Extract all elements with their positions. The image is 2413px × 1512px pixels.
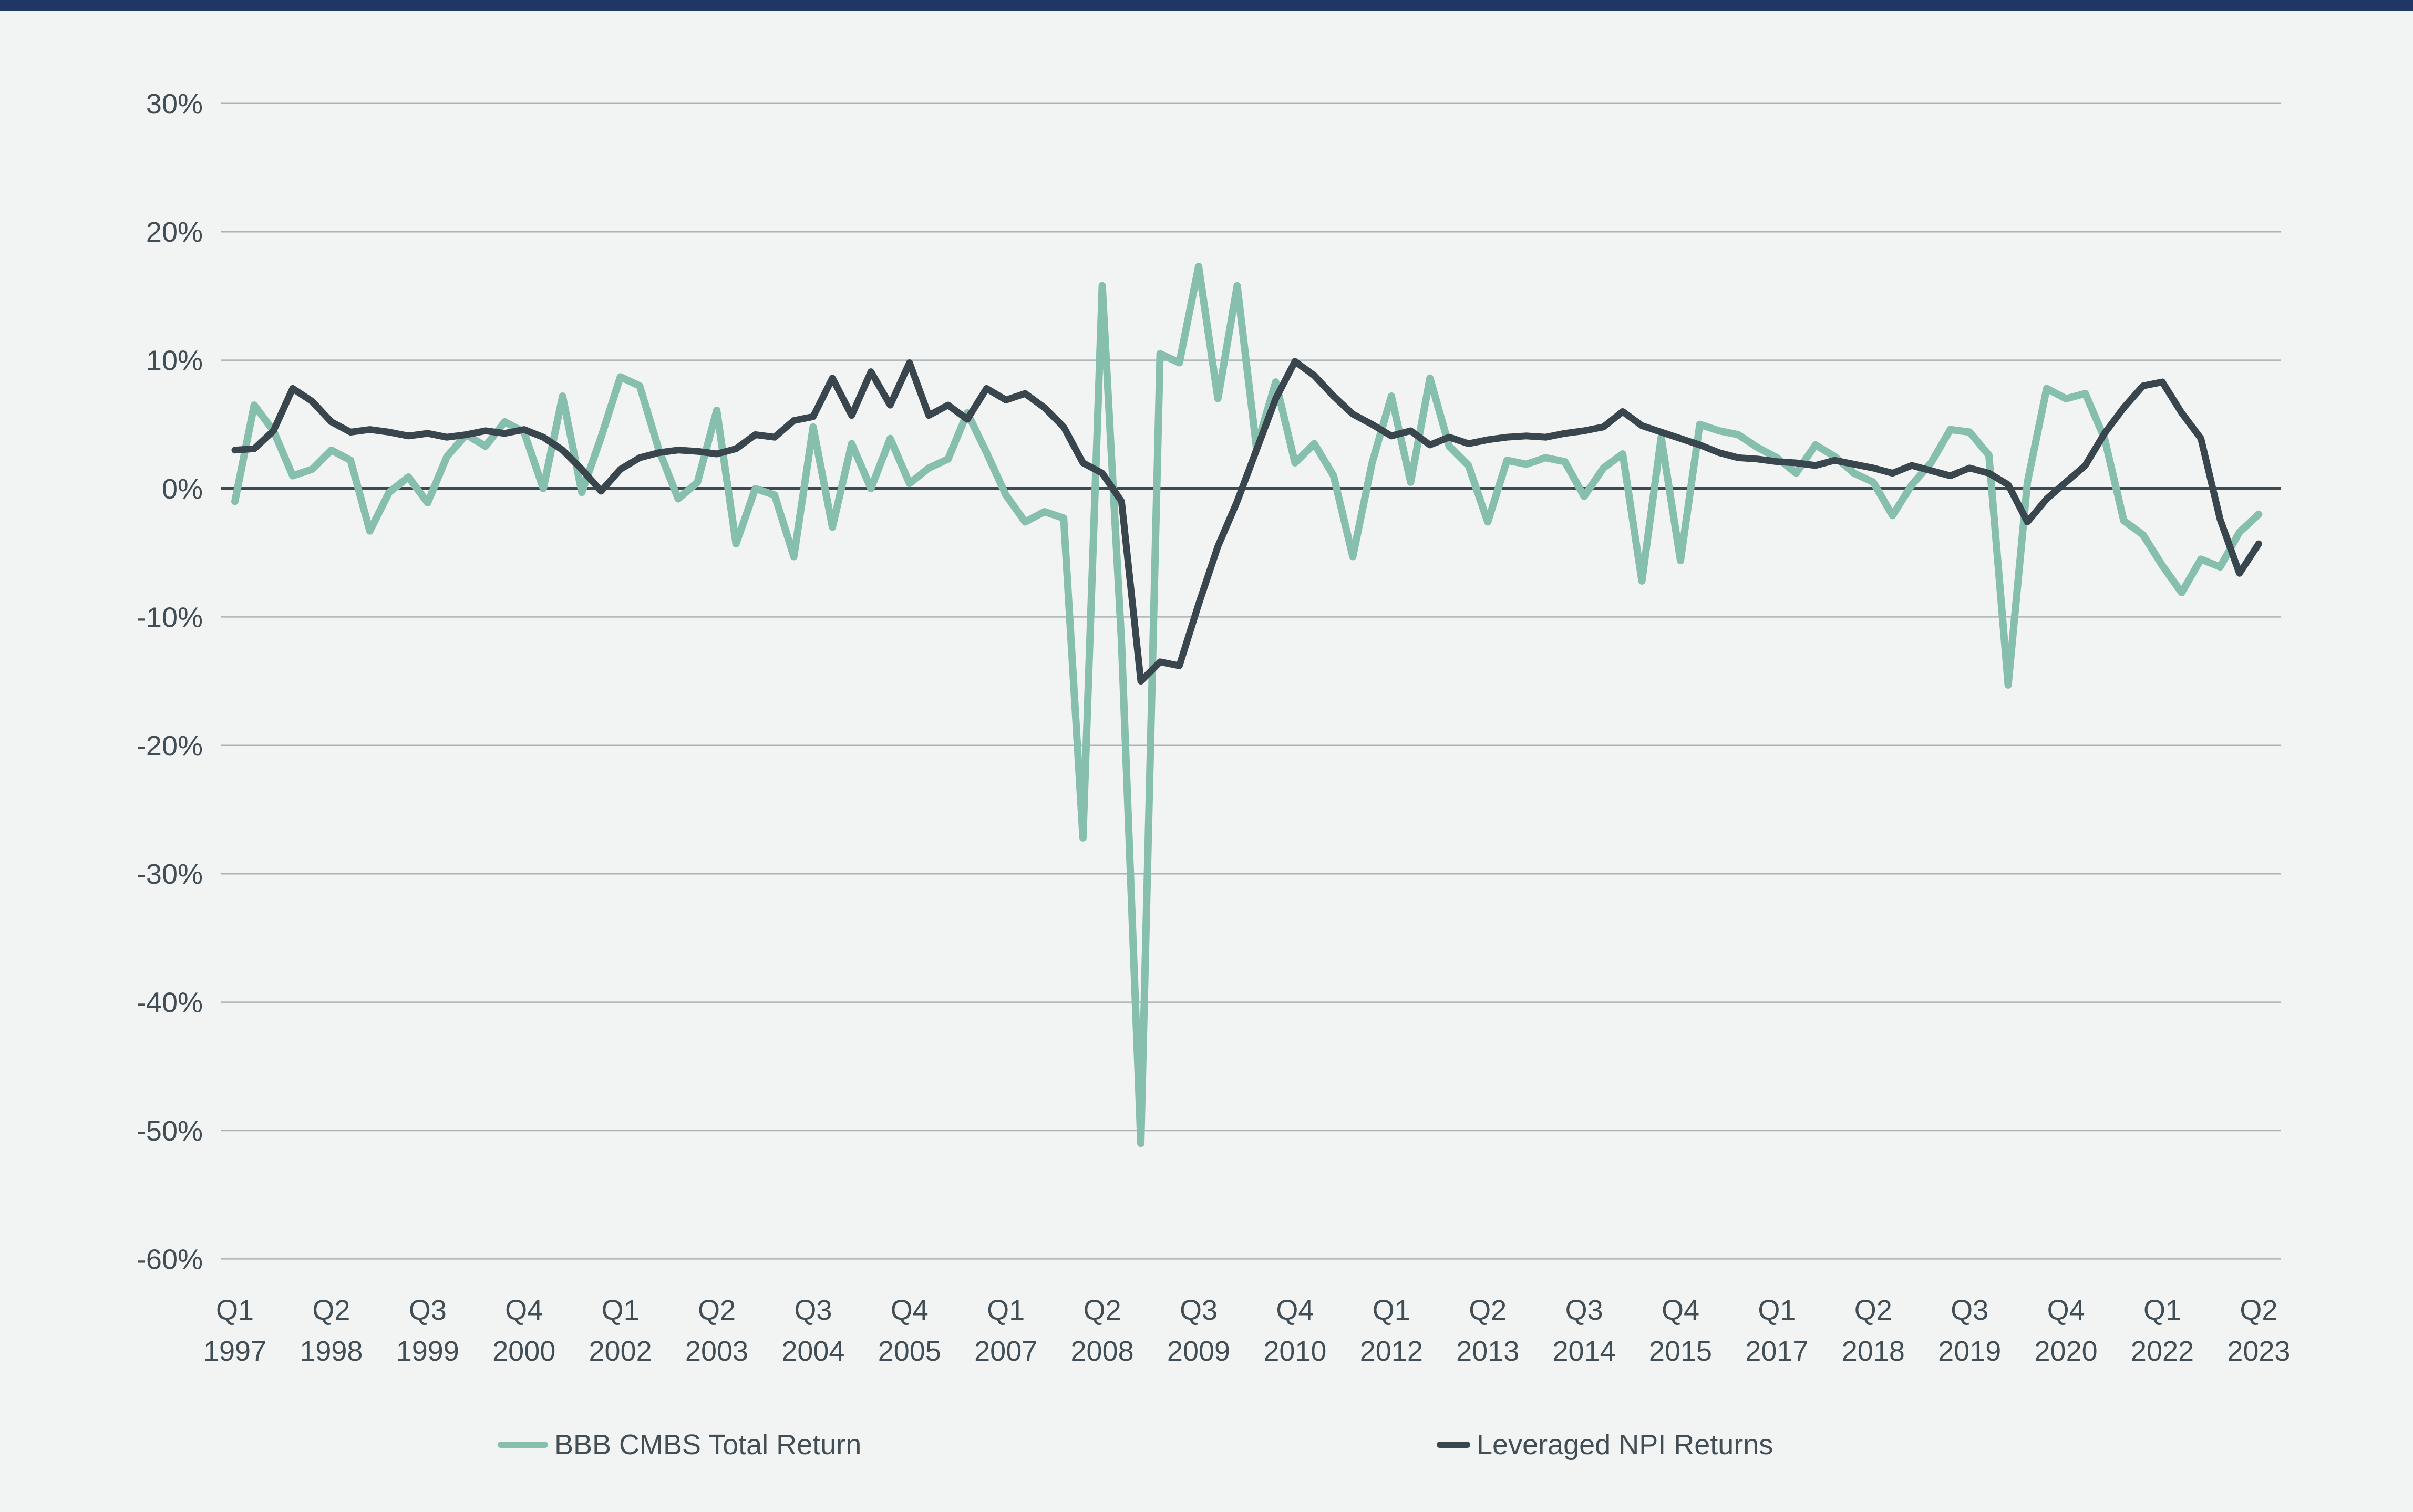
x-tick-quarter-label: Q1 [1373,1294,1410,1326]
x-tick-year-label: 2005 [878,1335,941,1367]
x-tick-quarter-label: Q2 [2240,1294,2277,1326]
x-axis-labels: Q1 1997 Q2 1998 Q3 1999 Q4 2000 Q1 2002 Q2 2003 Q3 20… [203,1294,2291,1367]
x-tick-year-label: 2008 [1071,1335,1134,1367]
x-tick-year-label: 1999 [396,1335,459,1367]
y-tick-label: -20% [137,730,203,762]
top-accent-bar [0,0,2413,11]
y-tick-label: 10% [146,345,203,377]
x-tick-quarter-label: Q1 [216,1294,254,1326]
x-tick-year-label: 2004 [781,1335,844,1367]
x-tick-year-label: 2000 [492,1335,555,1367]
x-tick-year-label: 2017 [1745,1335,1808,1367]
x-tick-quarter-label: Q4 [1662,1294,1699,1326]
x-tick-year-label: 2018 [1842,1335,1905,1367]
x-tick-year-label: 2015 [1649,1335,1712,1367]
bbb-cmbs-total-return-line [231,263,2263,1147]
x-tick-quarter-label: Q3 [409,1294,447,1326]
x-tick-quarter-label: Q4 [891,1294,929,1326]
y-tick-label: 0% [162,473,203,505]
x-tick-year-label: 2012 [1360,1335,1423,1367]
legend-label-leveraged-npi: Leveraged NPI Returns [1477,1429,1773,1461]
y-tick-label: -30% [137,858,203,890]
x-tick-year-label: 2003 [685,1335,748,1367]
x-tick-year-label: 2023 [2227,1335,2290,1367]
x-tick-year-label: 1998 [300,1335,363,1367]
y-tick-label: 30% [146,88,203,120]
x-tick-quarter-label: Q2 [312,1294,350,1326]
x-tick-quarter-label: Q2 [1084,1294,1121,1326]
x-tick-year-label: 2002 [589,1335,652,1367]
x-tick-quarter-label: Q1 [987,1294,1025,1326]
x-tick-quarter-label: Q4 [505,1294,543,1326]
legend-label-bbb-cmbs: BBB CMBS Total Return [554,1429,862,1461]
y-tick-label: 20% [146,216,203,248]
x-tick-year-label: 2009 [1167,1335,1230,1367]
x-tick-year-label: 2022 [2131,1335,2194,1367]
y-axis-labels: 30% 20% 10% 0% -10% -20% -30% -40% -50% -60% [137,88,203,1276]
legend-item-bbb-cmbs: BBB CMBS Total Return [498,1418,861,1471]
x-tick-quarter-label: Q1 [602,1294,640,1326]
legend-item-leveraged-npi: Leveraged NPI Returns [1437,1418,1773,1471]
x-tick-quarter-label: Q4 [1276,1294,1314,1326]
x-tick-quarter-label: Q1 [1758,1294,1796,1326]
x-tick-year-label: 2010 [1263,1335,1326,1367]
leveraged-npi-returns-line [231,358,2262,685]
x-tick-quarter-label: Q3 [1951,1294,1988,1326]
x-tick-year-label: 2013 [1456,1335,1519,1367]
x-tick-quarter-label: Q4 [2047,1294,2085,1326]
y-tick-label: -50% [137,1115,203,1147]
x-tick-quarter-label: Q3 [794,1294,832,1326]
legend: BBB CMBS Total Return Leveraged NPI Retu… [0,1418,2413,1471]
y-tick-label: -10% [137,602,203,633]
gridlines [221,102,2281,1260]
series-lines [231,263,2263,1147]
x-tick-quarter-label: Q1 [2143,1294,2181,1326]
x-tick-quarter-label: Q2 [1469,1294,1507,1326]
x-tick-quarter-label: Q2 [1854,1294,1892,1326]
x-tick-quarter-label: Q3 [1180,1294,1218,1326]
y-tick-label: -60% [137,1244,203,1275]
leveraged-npi-line-swatch-icon [1437,1442,1470,1448]
bbb-cmbs-line-swatch-icon [498,1442,548,1448]
x-tick-year-label: 2007 [974,1335,1037,1367]
x-tick-quarter-label: Q2 [698,1294,736,1326]
x-tick-year-label: 2014 [1553,1335,1616,1367]
x-tick-year-label: 2020 [2035,1335,2098,1367]
y-tick-label: -40% [137,987,203,1019]
x-tick-year-label: 2019 [1938,1335,2001,1367]
x-tick-quarter-label: Q3 [1565,1294,1603,1326]
x-tick-year-label: 1997 [203,1335,266,1367]
